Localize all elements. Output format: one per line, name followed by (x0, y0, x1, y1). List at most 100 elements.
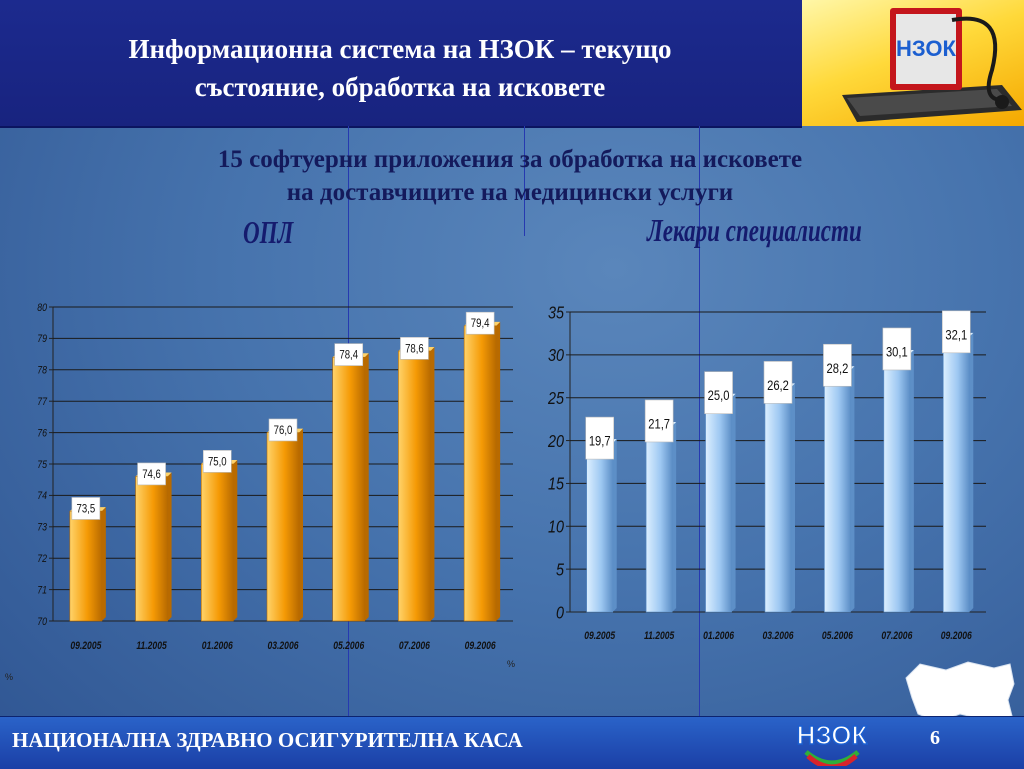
y-tick-label: 20 (547, 431, 564, 451)
bar-side (299, 428, 303, 621)
x-tick-label: 11.2005 (644, 630, 675, 642)
data-label-box (465, 311, 495, 335)
chart-opl: 70 71 72 73 74 75 76 77 78 79 80 73,5 09.2005 74,6 11.… (37, 302, 513, 652)
data-label: 26,2 (767, 378, 789, 393)
bar-side (969, 332, 974, 612)
x-tick-label: 05.2006 (333, 640, 364, 652)
y-tick-label: 80 (37, 302, 47, 314)
header-illustration: НЗОК (802, 0, 1024, 126)
bar (463, 325, 497, 622)
data-label-box (882, 327, 912, 371)
data-label-box (941, 310, 971, 354)
data-label: 76,0 (274, 424, 293, 437)
data-label-box (137, 462, 166, 486)
bar (135, 476, 168, 622)
footer-logo-text: НЗОК (797, 720, 868, 750)
x-tick-label: 03.2006 (763, 630, 794, 642)
footer-organization-name: НАЦИОНАЛНА ЗДРАВНО ОСИГУРИТЕЛНА КАСА (12, 728, 523, 752)
data-label: 32,1 (945, 327, 967, 342)
page-title-line-1: Информационна система на НЗОК – текущо (128, 34, 672, 64)
y-tick-label: 70 (37, 616, 47, 628)
data-label-box (704, 371, 733, 414)
bar-side (430, 346, 435, 621)
data-label: 78,4 (339, 349, 358, 362)
slide-subtitle-line-1: 15 софтуерни приложения за обработка на … (217, 146, 803, 173)
chart-title-left: ОПЛ (243, 214, 294, 250)
bar (883, 353, 911, 613)
data-label: 74,6 (142, 468, 161, 481)
title-bar (0, 0, 802, 128)
data-label-box (334, 343, 364, 366)
slide-subtitle-line-2: на доставчиците на медицински услуги (286, 179, 734, 206)
data-label-box (823, 343, 852, 387)
data-label: 73,5 (77, 502, 96, 515)
data-label: 28,2 (827, 361, 849, 376)
data-label-box (585, 416, 615, 460)
x-tick-label: 09.2005 (584, 630, 615, 642)
bar-side (791, 383, 795, 612)
divider-line (699, 126, 700, 716)
y-tick-label: 74 (37, 490, 47, 502)
data-label: 19,7 (589, 434, 611, 449)
data-label-box (763, 361, 793, 404)
bar (645, 425, 673, 613)
bar-side (364, 353, 369, 621)
y-tick-label: 25 (547, 389, 565, 409)
bar-side (731, 393, 736, 612)
data-label: 25,0 (708, 388, 730, 403)
x-tick-label: 05.2006 (822, 630, 853, 642)
data-label: 78,6 (405, 342, 424, 355)
bar-side (233, 460, 238, 621)
data-label-box (400, 337, 429, 360)
bar (332, 356, 366, 622)
nzok-logo-icon: НЗОК (796, 719, 868, 766)
x-tick-label: 01.2006 (703, 630, 734, 642)
bar-side (612, 439, 617, 612)
bar (586, 442, 614, 613)
y-tick-label: 73 (37, 522, 47, 534)
bar (200, 463, 234, 622)
bar (764, 387, 792, 613)
y-tick-label: 30 (548, 346, 564, 366)
unit-label: % (5, 672, 14, 682)
data-label: 79,4 (471, 317, 490, 330)
y-tick-label: 78 (37, 365, 47, 377)
logo-text: НЗОК (896, 36, 956, 61)
data-label-box (644, 399, 674, 443)
x-tick-label: 03.2006 (268, 640, 299, 652)
y-tick-label: 71 (37, 585, 47, 597)
slide-subtitle: 15 софтуерни приложения за обработка на … (90, 143, 930, 209)
y-tick-label: 15 (548, 474, 565, 494)
y-tick-label: 77 (37, 396, 47, 408)
data-label: 21,7 (648, 416, 670, 431)
y-tick-label: 72 (37, 553, 47, 565)
data-label-box (71, 497, 101, 520)
x-tick-label: 07.2006 (881, 630, 912, 642)
x-tick-label: 07.2006 (399, 640, 430, 652)
y-tick-label: 0 (556, 603, 564, 623)
x-tick-label: 09.2005 (70, 640, 101, 652)
bar (266, 432, 300, 622)
page-title: Информационна система на НЗОК – текущо с… (20, 30, 780, 106)
x-tick-label: 09.2006 (941, 630, 972, 642)
y-tick-label: 5 (556, 560, 565, 580)
bar-side (101, 507, 106, 621)
bar-side (167, 472, 172, 621)
page-title-line-2: състояние, обработка на исковете (194, 72, 606, 102)
y-tick-label: 10 (548, 517, 564, 537)
chart-specialists: 0 5 10 15 20 25 30 35 19,7 09.2005 21,7 11.2005 25,0… (547, 303, 986, 642)
laptop-stethoscope-icon: НЗОК (842, 8, 1022, 122)
x-tick-label: 09.2006 (465, 640, 496, 652)
divider-line (524, 126, 525, 236)
x-tick-label: 11.2005 (136, 640, 167, 652)
data-label: 30,1 (886, 344, 908, 359)
y-tick-label: 35 (548, 303, 565, 323)
y-tick-label: 79 (37, 333, 47, 345)
unit-label: % (507, 659, 516, 669)
data-label: 75,0 (208, 455, 227, 468)
data-label-box (268, 418, 298, 442)
bar-side (496, 321, 501, 621)
bar (942, 336, 970, 613)
y-tick-label: 76 (37, 428, 47, 440)
bar-side (909, 350, 914, 612)
